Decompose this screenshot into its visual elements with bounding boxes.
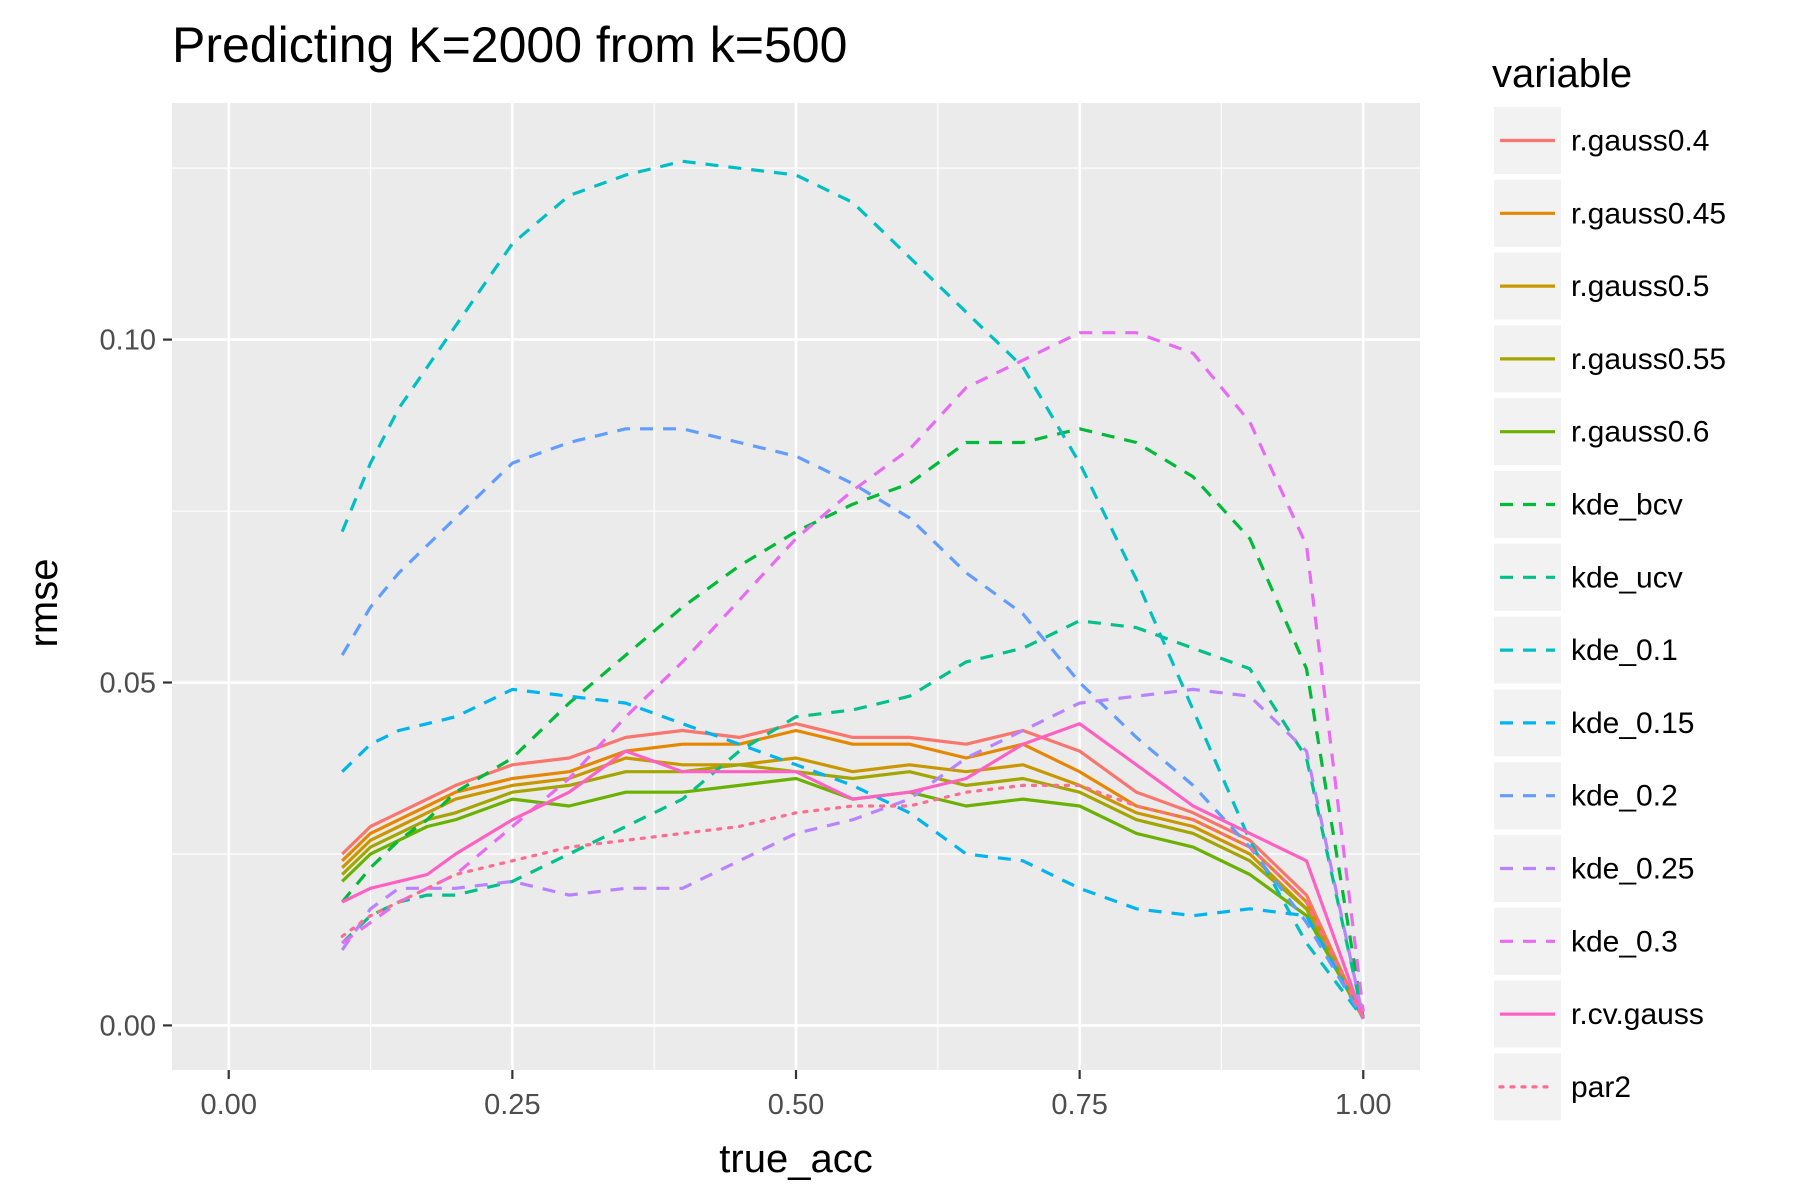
legend-label: kde_ucv (1571, 561, 1683, 594)
x-tick-label: 0.00 (201, 1089, 257, 1121)
y-tick-label: 0.00 (100, 1010, 156, 1042)
y-axis-title: rmse (22, 559, 66, 648)
major-gridlines (172, 103, 1420, 1070)
legend-title: variable (1492, 52, 1632, 96)
series-line-kde_bcv (340, 427, 1365, 1019)
series-line-kde_0.25 (340, 687, 1365, 1019)
legend-label: r.gauss0.5 (1571, 270, 1709, 303)
x-axis-title: true_acc (719, 1137, 872, 1181)
legend-label: kde_0.25 (1571, 853, 1694, 886)
series-line-kde_0.2 (340, 427, 1365, 1020)
legend-item: r.gauss0.45 (1494, 179, 1726, 247)
legend-label: r.gauss0.4 (1571, 125, 1709, 158)
legend-item: kde_0.1 (1494, 616, 1678, 684)
series-line-r.gauss0.6 (341, 776, 1365, 1020)
series-line-r.gauss0.5 (341, 756, 1365, 1020)
legend-label: kde_0.15 (1571, 707, 1694, 740)
legend-item: kde_ucv (1494, 543, 1683, 611)
legend-item: r.gauss0.4 (1494, 107, 1709, 174)
legend-label: r.gauss0.6 (1571, 416, 1709, 449)
x-tick-label: 0.50 (768, 1089, 824, 1121)
legend-item: kde_0.2 (1494, 762, 1678, 830)
series-line-kde_0.15 (341, 687, 1365, 1020)
legend-label: par2 (1571, 1071, 1631, 1104)
series-line-par2 (340, 783, 1365, 1021)
legend-label: r.gauss0.55 (1571, 343, 1726, 376)
plot-panel (172, 103, 1420, 1070)
legend-label: kde_0.2 (1571, 780, 1678, 813)
y-tick-label: 0.05 (100, 668, 156, 700)
legend-items: r.gauss0.4 r.gauss0.45 r.gauss0.5 r.gauss0.… (1494, 107, 1726, 1121)
legend-item: r.cv.gauss (1494, 980, 1704, 1048)
legend-item: kde_0.15 (1494, 689, 1694, 757)
x-tick-label: 0.75 (1051, 1089, 1107, 1121)
x-tick-label: 0.25 (484, 1089, 540, 1121)
series-line-r.cv.gauss (341, 722, 1365, 1020)
legend-key (1494, 1053, 1561, 1121)
series-line-r.gauss0.4 (341, 722, 1365, 1020)
legend-item: r.gauss0.6 (1494, 398, 1709, 466)
y-tick-label: 0.10 (100, 325, 156, 357)
chart-title: Predicting K=2000 from k=500 (172, 17, 847, 73)
legend-item: r.gauss0.5 (1494, 252, 1709, 320)
legend-label: r.gauss0.45 (1571, 197, 1726, 230)
legend-item: kde_bcv (1494, 471, 1683, 538)
legend-label: kde_bcv (1571, 489, 1683, 522)
legend-item: kde_0.25 (1494, 835, 1694, 902)
legend-label: kde_0.1 (1571, 634, 1678, 667)
series-lines (340, 159, 1365, 1021)
x-axis: 0.00 0.25 0.50 0.75 1.00 (201, 1070, 1391, 1121)
series-line-kde_ucv (341, 619, 1365, 1019)
series-line-kde_0.3 (341, 331, 1365, 1012)
legend: variable r.gauss0.4 r.gauss0.45 r.gauss0.5… (1492, 52, 1726, 1121)
legend-item: par2 (1494, 1053, 1631, 1121)
y-axis: 0.00 0.05 0.10 (100, 325, 172, 1042)
x-tick-label: 1.00 (1335, 1089, 1391, 1121)
legend-label: kde_0.3 (1571, 925, 1678, 958)
legend-item: kde_0.3 (1494, 907, 1678, 975)
legend-label: r.cv.gauss (1571, 998, 1704, 1031)
legend-item: r.gauss0.55 (1494, 325, 1726, 393)
